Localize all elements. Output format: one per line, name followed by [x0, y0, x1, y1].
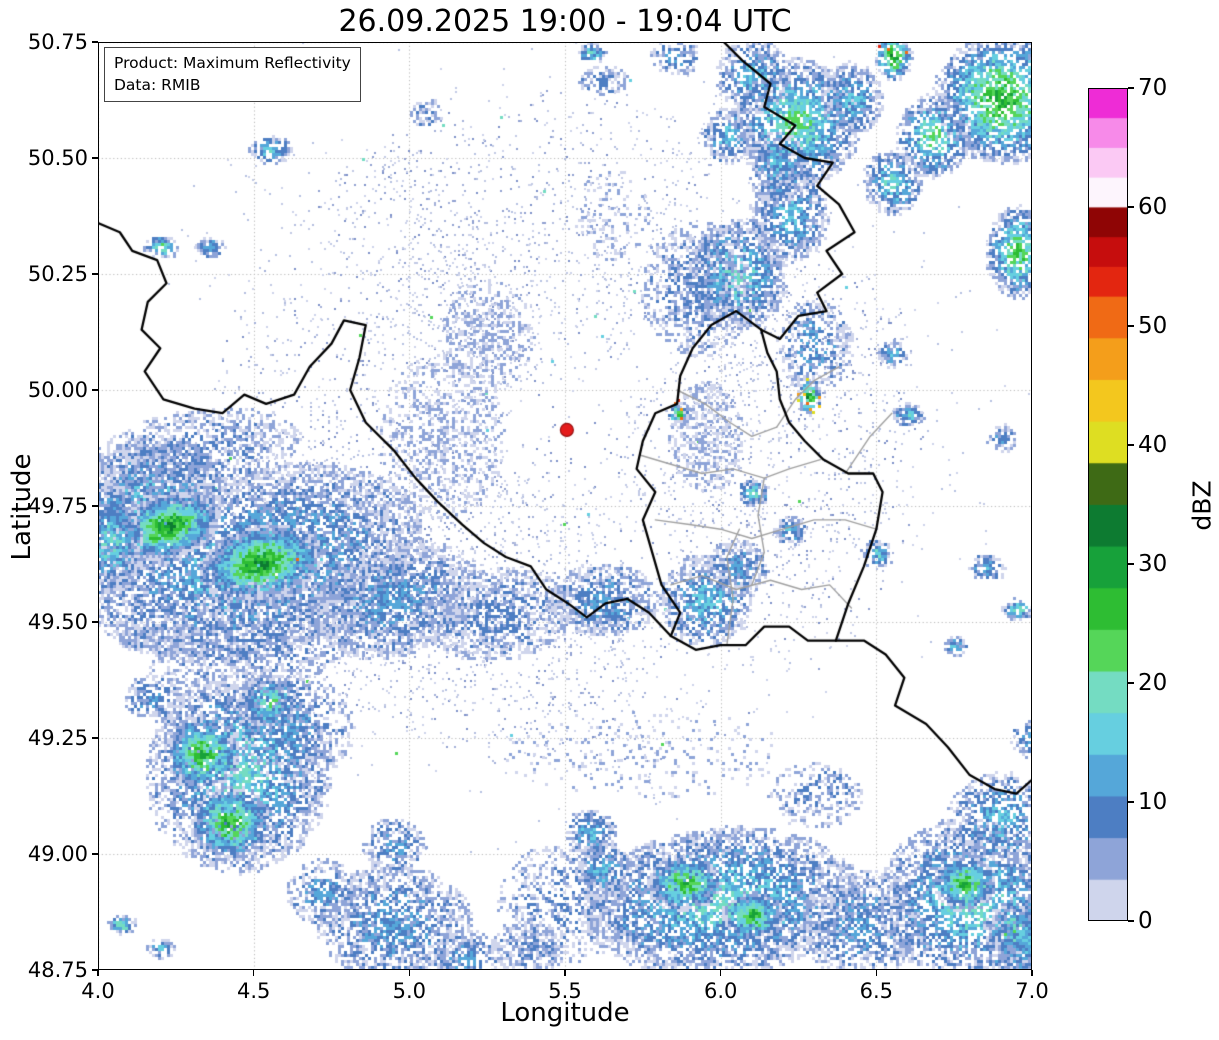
x-tick-label: 4.0 — [81, 979, 115, 1003]
colorbar-label: dBZ — [1187, 480, 1217, 531]
y-tick-label: 49.25 — [27, 726, 88, 750]
colorbar-tick-mark — [1128, 563, 1134, 565]
x-tick-mark — [564, 970, 566, 976]
x-tick-label: 5.5 — [548, 979, 582, 1003]
radar-canvas — [98, 42, 1032, 970]
colorbar-tick-label: 60 — [1138, 194, 1168, 220]
colorbar-tick-label: 50 — [1138, 313, 1168, 339]
y-tick-label: 50.25 — [27, 262, 88, 286]
x-axis-label: Longitude — [500, 998, 630, 1028]
x-tick-label: 7.0 — [1015, 979, 1049, 1003]
data-source-label: Data: RMIB — [114, 76, 201, 95]
colorbar-tick-mark — [1128, 801, 1134, 803]
colorbar-tick-label: 30 — [1138, 551, 1168, 577]
x-tick-label: 6.5 — [859, 979, 894, 1003]
y-tick-mark — [92, 853, 98, 855]
colorbar-tick-mark — [1128, 444, 1134, 446]
x-tick-label: 6.0 — [703, 979, 738, 1003]
y-tick-mark — [92, 505, 98, 507]
y-tick-label: 50.00 — [27, 378, 88, 402]
y-tick-label: 49.75 — [27, 494, 88, 518]
y-tick-mark — [92, 41, 98, 43]
x-tick-mark — [408, 970, 411, 976]
colorbar-canvas — [1088, 88, 1128, 921]
colorbar-tick-mark — [1128, 87, 1134, 89]
y-tick-mark — [92, 621, 98, 623]
y-tick-label: 49.50 — [27, 610, 88, 634]
colorbar-tick-label: 10 — [1138, 789, 1168, 815]
plot-title: 26.09.2025 19:00 - 19:04 UTC — [338, 4, 792, 39]
colorbar-tick-label: 0 — [1138, 908, 1153, 934]
colorbar-tick-label: 40 — [1138, 432, 1168, 458]
y-tick-mark — [92, 157, 98, 159]
colorbar-tick-label: 70 — [1138, 75, 1168, 101]
x-tick-mark — [719, 970, 722, 976]
y-tick-mark — [92, 273, 98, 275]
x-tick-mark — [252, 970, 255, 976]
colorbar-tick-mark — [1128, 325, 1134, 327]
y-tick-label: 50.75 — [27, 30, 88, 54]
x-tick-mark — [97, 970, 99, 976]
y-tick-mark — [92, 389, 98, 391]
colorbar-tick-mark — [1128, 682, 1134, 684]
x-tick-mark — [875, 970, 878, 976]
y-tick-label: 48.75 — [27, 958, 88, 982]
info-box: Product: Maximum Reflectivity Data: RMIB — [104, 47, 361, 102]
y-tick-label: 50.50 — [27, 146, 88, 170]
x-tick-label: 4.5 — [236, 979, 271, 1003]
product-label: Product: Maximum Reflectivity — [114, 54, 351, 72]
x-tick-label: 5.0 — [392, 979, 427, 1003]
colorbar-tick-mark — [1128, 206, 1134, 208]
colorbar-tick-label: 20 — [1138, 670, 1168, 696]
y-tick-mark — [92, 969, 98, 971]
y-tick-mark — [92, 737, 98, 739]
y-tick-label: 49.00 — [27, 842, 88, 866]
colorbar-tick-mark — [1128, 920, 1134, 922]
x-tick-mark — [1031, 970, 1033, 976]
